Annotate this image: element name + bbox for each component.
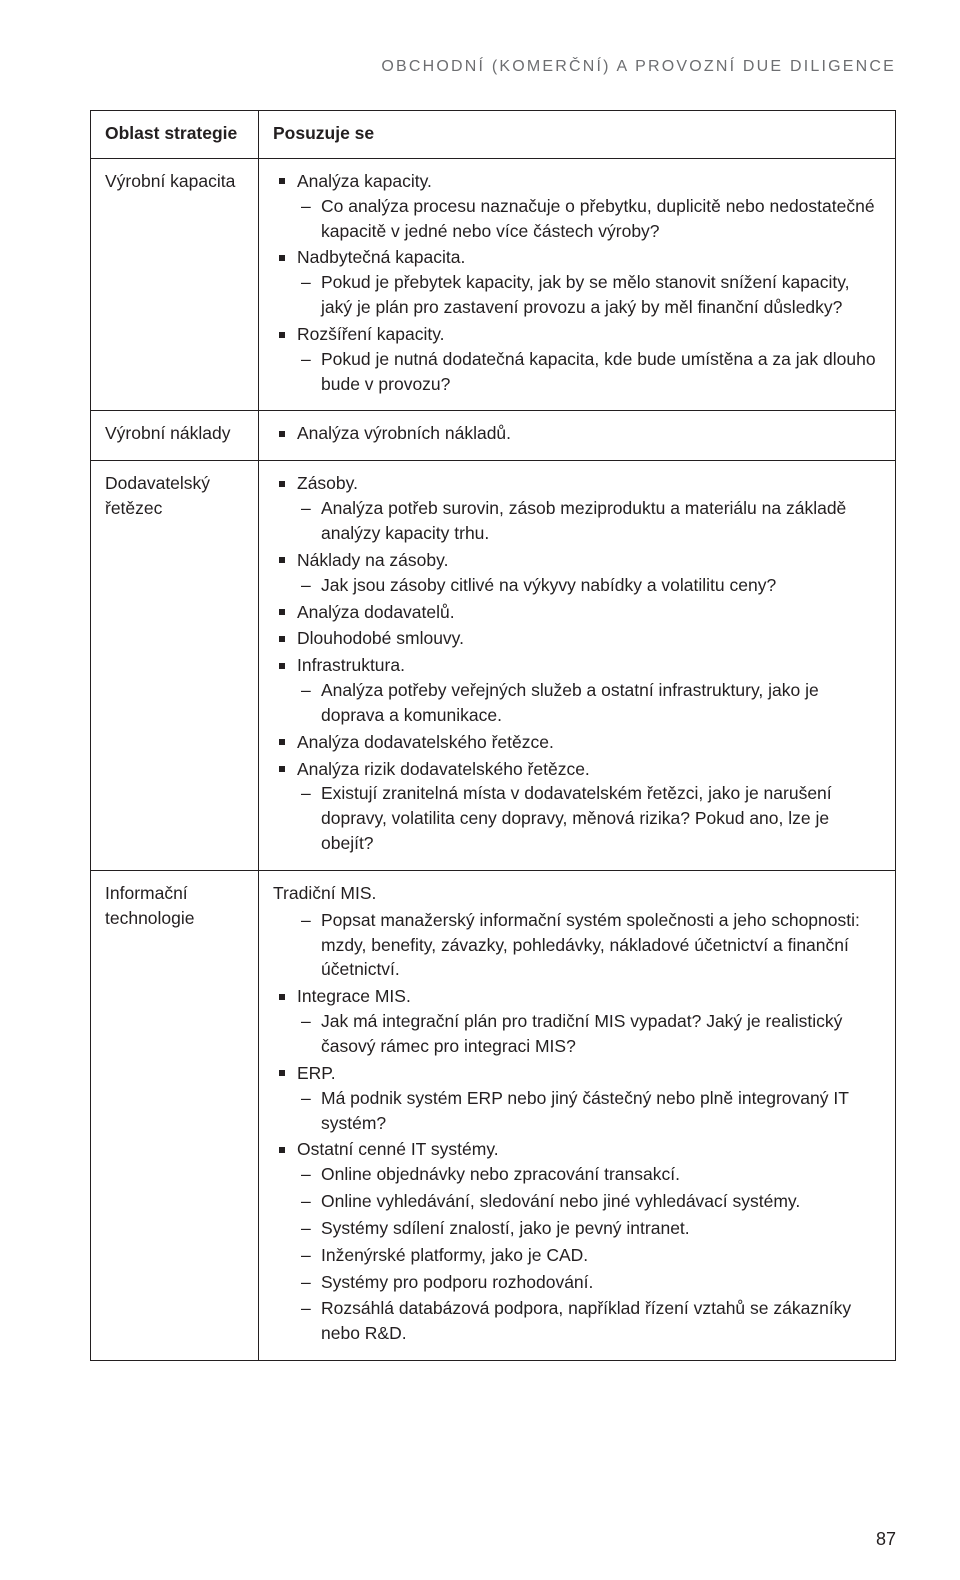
bullet-text: Analýza kapacity. bbox=[297, 171, 432, 191]
bullet-text: Zásoby. bbox=[297, 473, 358, 493]
table-row: Výrobní náklady Analýza výrobních náklad… bbox=[91, 411, 896, 461]
bullet-item: Analýza kapacity. Co analýza procesu naz… bbox=[273, 169, 881, 244]
dash-item: Analýza potřeby veřejných služeb a ostat… bbox=[297, 678, 881, 728]
lead-text: Tradiční MIS. bbox=[273, 881, 881, 906]
bullet-item: Nadbytečná kapacita. Pokud je přebytek k… bbox=[273, 245, 881, 320]
row-content: Tradiční MIS. Popsat manažerský informač… bbox=[259, 870, 896, 1360]
bullet-item: Rozšíření kapacity. Pokud je nutná dodat… bbox=[273, 322, 881, 397]
table-row: Informační technologie Tradiční MIS. Pop… bbox=[91, 870, 896, 1360]
header-strategy-area: Oblast strategie bbox=[91, 111, 259, 159]
page-number: 87 bbox=[876, 1529, 896, 1550]
dash-item: Online objednávky nebo zpracování transa… bbox=[297, 1162, 881, 1187]
bullet-text: Rozšíření kapacity. bbox=[297, 324, 445, 344]
dash-item: Má podnik systém ERP nebo jiný částečný … bbox=[297, 1086, 881, 1136]
dash-item: Analýza potřeb surovin, zásob meziproduk… bbox=[297, 496, 881, 546]
bullet-item: Analýza dodavatelů. bbox=[273, 600, 881, 625]
table-header-row: Oblast strategie Posuzuje se bbox=[91, 111, 896, 159]
bullet-text: Integrace MIS. bbox=[297, 986, 411, 1006]
bullet-item: Analýza výrobních nákladů. bbox=[273, 421, 881, 446]
dash-item: Jak jsou zásoby citlivé na výkyvy nabídk… bbox=[297, 573, 881, 598]
bullet-text: Nadbytečná kapacita. bbox=[297, 247, 465, 267]
bullet-text: Náklady na zásoby. bbox=[297, 550, 448, 570]
dash-item: Co analýza procesu naznačuje o přebytku,… bbox=[297, 194, 881, 244]
bullet-item: ERP. Má podnik systém ERP nebo jiný část… bbox=[273, 1061, 881, 1136]
row-label: Dodavatelský řetězec bbox=[91, 461, 259, 871]
row-label: Informační technologie bbox=[91, 870, 259, 1360]
bullet-item: Analýza dodavatelského řetězce. bbox=[273, 730, 881, 755]
page: OBCHODNÍ (KOMERČNÍ) A PROVOZNÍ DUE DILIG… bbox=[0, 0, 960, 1580]
bullet-text: Analýza rizik dodavatelského řetězce. bbox=[297, 759, 590, 779]
dash-item: Popsat manažerský informační systém spol… bbox=[297, 908, 881, 983]
table-row: Výrobní kapacita Analýza kapacity. Co an… bbox=[91, 158, 896, 411]
dash-item: Systémy sdílení znalostí, jako je pevný … bbox=[297, 1216, 881, 1241]
bullet-item: Infrastruktura. Analýza potřeby veřejnýc… bbox=[273, 653, 881, 728]
bullet-text: Ostatní cenné IT systémy. bbox=[297, 1139, 499, 1159]
bullet-text: ERP. bbox=[297, 1063, 336, 1083]
bullet-text: Infrastruktura. bbox=[297, 655, 405, 675]
dash-item: Systémy pro podporu rozhodování. bbox=[297, 1270, 881, 1295]
dash-item: Rozsáhlá databázová podpora, například ř… bbox=[297, 1296, 881, 1346]
row-content: Zásoby. Analýza potřeb surovin, zásob me… bbox=[259, 461, 896, 871]
table-row: Dodavatelský řetězec Zásoby. Analýza pot… bbox=[91, 461, 896, 871]
dash-item: Online vyhledávání, sledování nebo jiné … bbox=[297, 1189, 881, 1214]
dash-item: Existují zranitelná místa v dodavatelské… bbox=[297, 781, 881, 856]
dash-item: Pokud je přebytek kapacity, jak by se mě… bbox=[297, 270, 881, 320]
due-diligence-table: Oblast strategie Posuzuje se Výrobní kap… bbox=[90, 110, 896, 1361]
bullet-item: Zásoby. Analýza potřeb surovin, zásob me… bbox=[273, 471, 881, 546]
running-head: OBCHODNÍ (KOMERČNÍ) A PROVOZNÍ DUE DILIG… bbox=[90, 58, 896, 76]
row-label: Výrobní náklady bbox=[91, 411, 259, 461]
bullet-item: Analýza rizik dodavatelského řetězce. Ex… bbox=[273, 757, 881, 856]
row-content: Analýza výrobních nákladů. bbox=[259, 411, 896, 461]
dash-item: Inženýrské platformy, jako je CAD. bbox=[297, 1243, 881, 1268]
bullet-item: Náklady na zásoby. Jak jsou zásoby citli… bbox=[273, 548, 881, 598]
header-assessed: Posuzuje se bbox=[259, 111, 896, 159]
bullet-item: Ostatní cenné IT systémy. Online objedná… bbox=[273, 1137, 881, 1346]
dash-item: Jak má integrační plán pro tradiční MIS … bbox=[297, 1009, 881, 1059]
row-label: Výrobní kapacita bbox=[91, 158, 259, 411]
bullet-item: Dlouhodobé smlouvy. bbox=[273, 626, 881, 651]
dash-item: Pokud je nutná dodatečná kapacita, kde b… bbox=[297, 347, 881, 397]
bullet-item: Integrace MIS. Jak má integrační plán pr… bbox=[273, 984, 881, 1059]
row-content: Analýza kapacity. Co analýza procesu naz… bbox=[259, 158, 896, 411]
